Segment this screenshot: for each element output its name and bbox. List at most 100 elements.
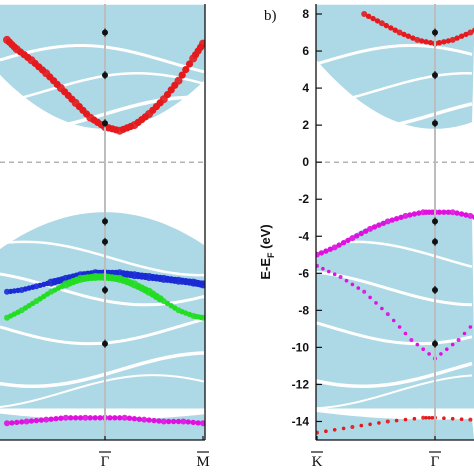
gamma-marker — [432, 29, 438, 36]
projection-point — [68, 415, 74, 421]
projection-point — [449, 36, 456, 43]
projection-point — [14, 419, 20, 426]
projection-point — [175, 418, 182, 425]
projection-point — [186, 311, 193, 318]
gamma-marker — [432, 72, 438, 79]
projection-point — [340, 240, 347, 246]
band-gap-line — [316, 321, 473, 346]
projection-point — [392, 27, 398, 33]
panel-a-kpoint-gamma: Γ — [101, 454, 110, 470]
projection-point — [127, 271, 135, 279]
projection-point — [450, 342, 455, 347]
projection-point — [370, 15, 376, 22]
y-tick-label: 8 — [302, 7, 309, 21]
projection-point — [463, 31, 469, 38]
projection-point — [338, 275, 343, 279]
projection-point — [445, 209, 451, 215]
projection-point — [414, 36, 421, 43]
projection-point — [363, 228, 369, 234]
gamma-marker — [432, 287, 438, 293]
y-tick-label: 4 — [302, 81, 309, 95]
projection-point — [24, 53, 32, 62]
band-gap-line — [0, 43, 205, 74]
projection-point — [389, 217, 395, 223]
projection-point — [53, 80, 61, 88]
panel-b-y-axis-label: E-EF (eV) — [258, 224, 276, 279]
projection-point — [374, 301, 378, 305]
panel-a-bulk-bands — [0, 4, 205, 440]
projection-point — [442, 416, 446, 421]
projection-point — [358, 230, 364, 237]
gamma-marker — [432, 340, 438, 347]
panel-b-label: b) — [264, 8, 277, 24]
projection-point — [107, 415, 113, 421]
projection-point — [332, 428, 337, 432]
projection-point — [368, 422, 372, 427]
projection-point — [394, 418, 399, 423]
gamma-marker — [102, 238, 108, 245]
projection-point — [405, 33, 412, 39]
projection-point — [341, 426, 346, 431]
projection-point — [361, 11, 368, 17]
y-tick-label: -8 — [298, 303, 309, 317]
projection-point — [185, 419, 191, 425]
projection-point — [424, 416, 428, 420]
y-tick-label: -14 — [292, 415, 310, 429]
projection-point — [407, 212, 413, 218]
projection-point — [48, 416, 54, 422]
projection-point — [396, 29, 403, 36]
projection-point — [441, 209, 447, 215]
projection-point — [468, 417, 473, 422]
projection-point — [467, 29, 474, 36]
projection-point — [323, 248, 329, 254]
projection-point — [10, 43, 18, 51]
projection-point — [77, 415, 84, 421]
projection-point — [87, 273, 96, 282]
projection-point — [436, 40, 443, 46]
projection-point — [318, 250, 325, 256]
projection-point — [178, 71, 186, 79]
projection-point — [336, 242, 342, 248]
projection-point — [439, 352, 443, 356]
y-tick-label: -12 — [292, 377, 310, 391]
gamma-marker — [432, 218, 438, 225]
projection-point — [171, 81, 179, 89]
panel-a-gamma-markers — [102, 28, 108, 348]
panel-a: Γ M — [0, 0, 210, 470]
y-tick-label: -6 — [298, 266, 309, 280]
projection-point — [15, 287, 21, 294]
projection-point — [30, 284, 36, 290]
projection-point — [427, 40, 434, 46]
projection-point — [436, 209, 443, 215]
projection-point — [429, 209, 435, 215]
conduction-band-continuum — [0, 4, 205, 129]
panel-b: b) 8 6 4 2 0 -2 -4 -6 -8 -10 -12 -14 K Γ E-EF (eV) — [258, 0, 474, 470]
projection-point — [454, 210, 460, 216]
projection-point — [166, 418, 172, 425]
projection-point — [427, 352, 431, 356]
projection-point — [127, 279, 135, 287]
projection-point — [141, 286, 149, 294]
panel-b-kpoint-bars — [311, 436, 441, 453]
panel-b-kpoint-gamma: Γ — [431, 454, 440, 470]
projection-point — [68, 95, 76, 103]
projection-point — [44, 291, 51, 297]
band-gap-line — [0, 351, 205, 389]
ylabel-unit: (eV) — [258, 224, 273, 252]
projection-point — [416, 210, 422, 216]
panel-b-plot-area — [316, 0, 474, 440]
band-gap-line — [0, 72, 205, 104]
projection-point — [454, 35, 460, 41]
projection-point — [362, 289, 367, 294]
projection-point — [450, 416, 455, 421]
projection-point — [423, 39, 429, 45]
projection-point — [112, 126, 120, 134]
panel-b-kpoint-k: K — [312, 454, 323, 470]
y-tick-label: -2 — [298, 192, 309, 206]
projection-point — [171, 276, 179, 284]
projection-point — [467, 212, 474, 219]
gamma-marker — [102, 72, 108, 79]
projection-point — [83, 110, 91, 118]
projection-point — [421, 415, 426, 420]
projection-point — [321, 266, 325, 271]
